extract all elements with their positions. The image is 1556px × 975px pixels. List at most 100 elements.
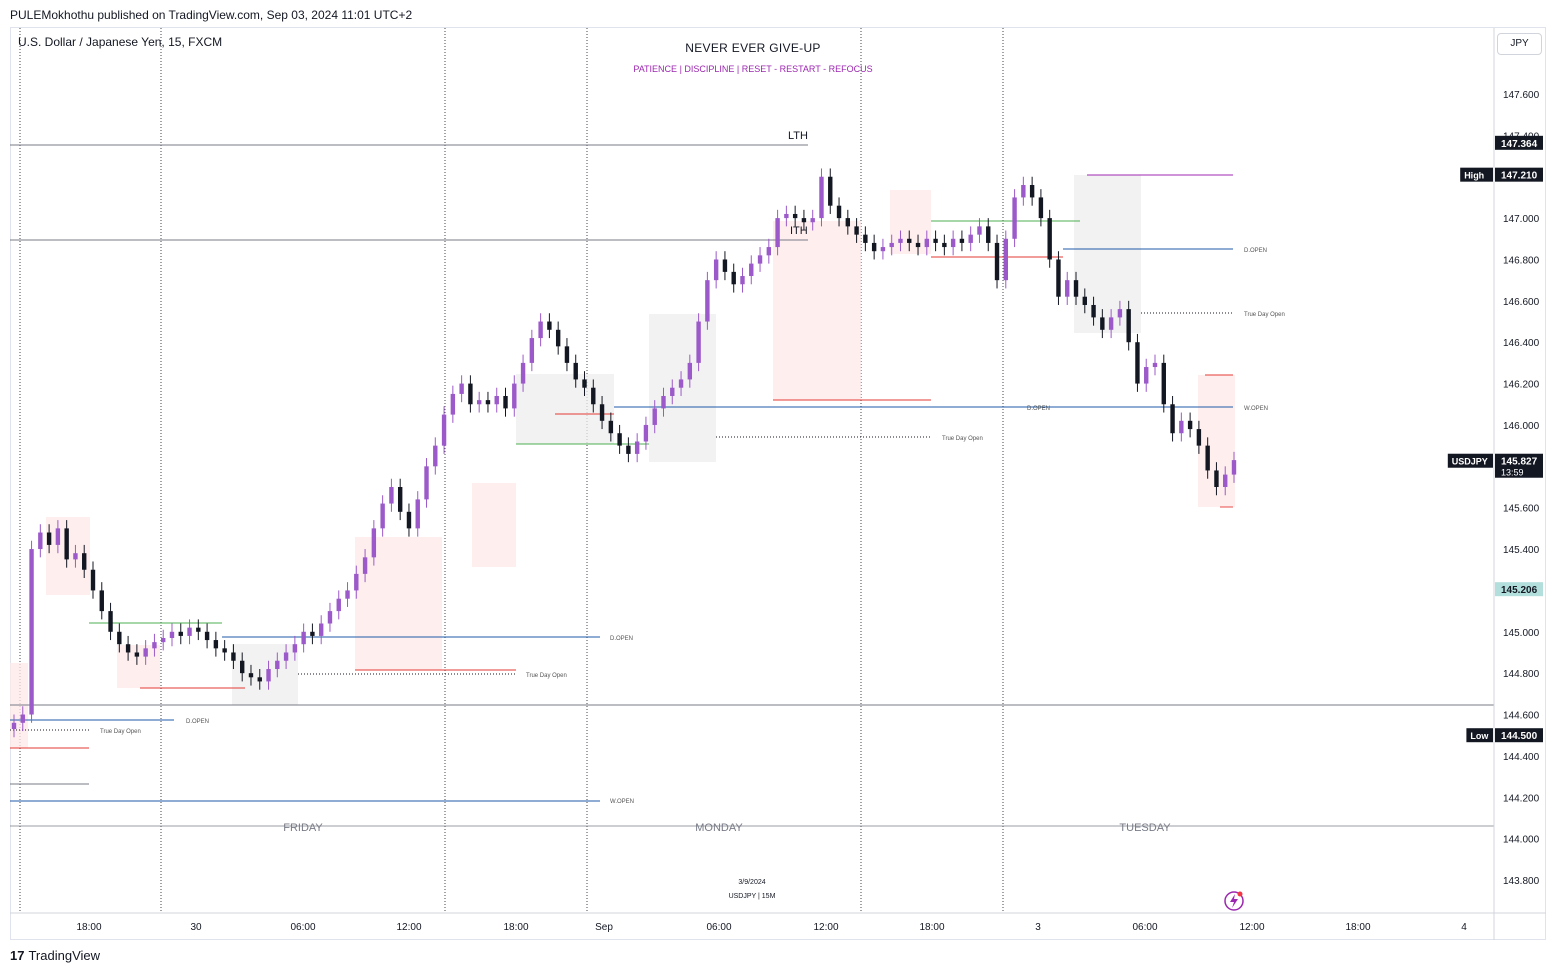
candle-body: [696, 321, 701, 363]
candle-body: [1187, 420, 1193, 430]
candle-body: [476, 400, 482, 405]
symbol-title[interactable]: U.S. Dollar / Japanese Yen, 15, FXCM: [18, 35, 223, 49]
candle-body: [731, 271, 736, 285]
session-box-8: [773, 221, 861, 400]
candle-body: [459, 383, 464, 394]
price-tick-label: 146.200: [1503, 380, 1540, 391]
candle-body: [301, 631, 306, 645]
price-tag-value: 147.210: [1501, 171, 1538, 182]
candle-body: [845, 218, 851, 227]
candle-body: [1196, 429, 1202, 446]
time-tick-label: 06:00: [1132, 922, 1157, 933]
candle-body: [1038, 197, 1044, 219]
candle-body: [38, 532, 43, 550]
price-tag-value: 145.827: [1501, 457, 1538, 468]
candle-body: [240, 660, 245, 674]
candle-body: [485, 400, 491, 405]
price-tag-label: USDJPY: [1452, 457, 1488, 467]
session-boxes: [10, 175, 1235, 748]
candle-body: [494, 395, 499, 405]
candle-body: [942, 242, 947, 248]
candle-body: [161, 637, 166, 643]
candle-body: [354, 573, 359, 591]
candle-body: [1047, 218, 1052, 260]
candle-body: [125, 644, 131, 653]
time-tick-label: 06:00: [706, 922, 731, 933]
candle-body: [1065, 280, 1070, 297]
candle-body: [196, 627, 201, 632]
price-tag-box: [1495, 453, 1543, 478]
time-tick-label: Sep: [595, 922, 613, 933]
candle-body: [11, 722, 17, 730]
price-tag-label: High: [1464, 171, 1484, 181]
candle-body: [950, 238, 956, 248]
price-tick-label: 144.200: [1503, 793, 1540, 804]
session-box-5: [472, 483, 516, 567]
candle-body: [468, 383, 473, 405]
candle-body: [933, 238, 938, 243]
candle-body: [634, 441, 640, 454]
chart-frame[interactable]: [10, 27, 1546, 940]
level-label: D.OPEN: [1027, 406, 1050, 412]
time-tick-label: 12:00: [1239, 922, 1264, 933]
day-label: FRIDAY: [283, 822, 323, 834]
session-box-7: [649, 314, 716, 462]
grid-layer: FRIDAY MONDAY TUESDAY 3/9/2024 USDJPY | 15M: [10, 28, 1494, 913]
candle-body: [810, 218, 815, 223]
candle-body: [740, 276, 745, 285]
candle-body: [924, 238, 930, 248]
flash-icon-dot: [1237, 891, 1243, 897]
level-label: True Day Open: [526, 673, 567, 679]
price-tag-label-box: [1460, 167, 1493, 182]
candle-body: [898, 238, 903, 243]
candle-body: [1223, 474, 1228, 487]
candles-layer: [11, 168, 1237, 738]
candle-body: [20, 714, 25, 723]
candle-body: [441, 414, 447, 446]
candle-body: [1082, 296, 1087, 305]
candle-body: [1170, 404, 1175, 434]
candle-body: [503, 395, 508, 409]
candle-body: [1144, 367, 1149, 384]
candle-body: [29, 549, 34, 715]
tradingview-logo[interactable]: 17 TradingView: [10, 948, 100, 963]
candle-body: [117, 631, 122, 645]
candle-body: [1108, 317, 1114, 330]
candle-body: [529, 338, 535, 363]
candle-body: [959, 238, 965, 243]
level-label: D.OPEN: [610, 636, 633, 642]
time-tick-label: 12:00: [813, 922, 838, 933]
time-tick-label: 18:00: [503, 922, 528, 933]
candle-body: [749, 263, 754, 277]
candle-body: [1056, 259, 1061, 297]
candle-body: [801, 218, 807, 223]
time-axis: 18:00 30 06:00 12:00 18:00 Sep 06:00 12:00 18:00…: [10, 912, 1546, 933]
price-tick-label: 146.600: [1503, 297, 1540, 308]
time-tick-label: 18:00: [919, 922, 944, 933]
banner-subtitle: PATIENCE | DISCIPLINE | RESET - RESTART …: [633, 64, 873, 74]
candle-body: [90, 569, 96, 591]
candle-body: [257, 677, 262, 682]
candle-body: [555, 329, 561, 347]
price-tick-label: 145.000: [1503, 628, 1540, 639]
candle-body: [670, 387, 675, 396]
session-box-2: [117, 645, 160, 688]
candle-body: [424, 466, 429, 500]
price-tick-label: 145.600: [1503, 504, 1540, 515]
currency-selector[interactable]: JPY: [1497, 33, 1542, 55]
candle-body: [248, 673, 254, 678]
candle-body: [608, 420, 614, 434]
price-tag-box: [1495, 135, 1543, 150]
candle-body: [1117, 309, 1123, 318]
time-tick-label: 30: [190, 922, 202, 933]
date-note: 3/9/2024: [738, 879, 765, 886]
price-tag-box: [1495, 582, 1543, 597]
candle-body: [757, 255, 763, 264]
symbol-note: USDJPY | 15M: [729, 893, 776, 900]
candle-body: [687, 362, 693, 380]
candle-body: [108, 611, 113, 632]
level-label: LTH: [788, 130, 808, 142]
candle-body: [64, 528, 69, 560]
